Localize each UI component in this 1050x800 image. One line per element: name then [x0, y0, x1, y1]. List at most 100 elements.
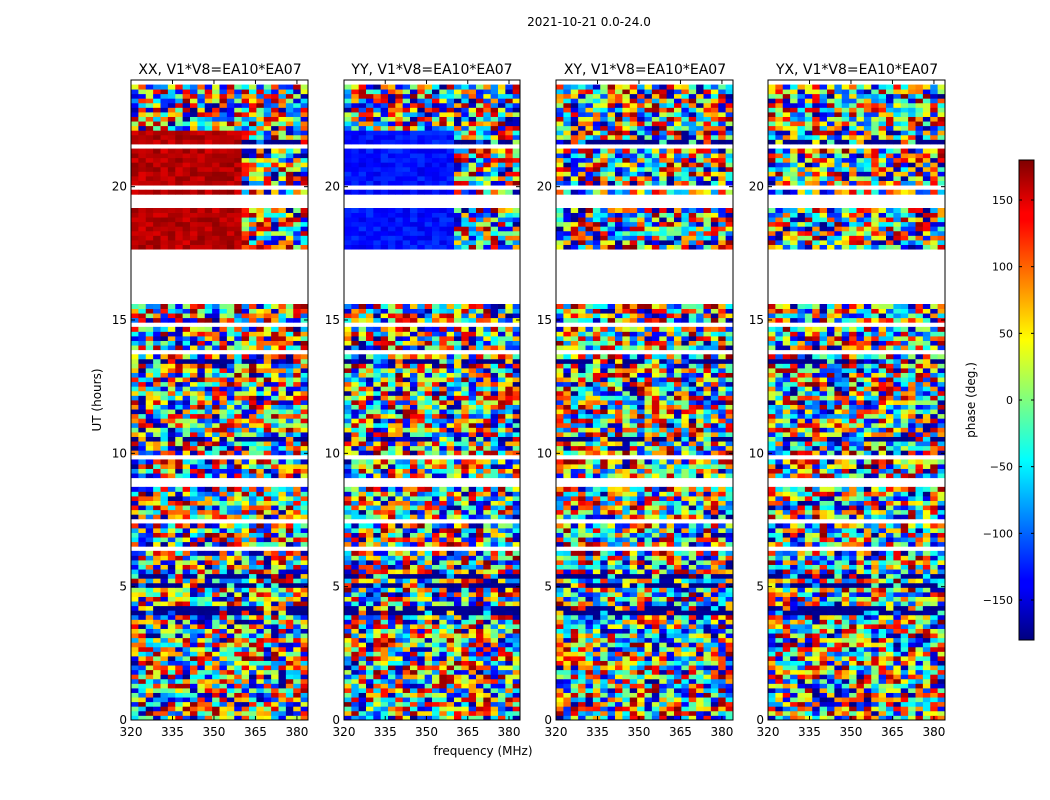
phase-cell — [204, 464, 213, 469]
phase-cell — [219, 564, 228, 570]
phase-cell — [344, 537, 352, 543]
phase-cell — [167, 514, 176, 520]
phase-cell — [153, 445, 161, 451]
phase-cell — [498, 528, 506, 533]
phase-cell — [439, 345, 448, 351]
phase-cell — [175, 445, 184, 451]
phase-cell — [263, 601, 272, 607]
phase-cell — [366, 308, 374, 314]
phase-cell — [145, 569, 154, 575]
phase-cell — [410, 377, 418, 383]
panel-title: XX, V1*V8=EA10*EA07 — [138, 62, 301, 78]
phase-cell — [490, 706, 499, 712]
phase-cell — [131, 217, 139, 223]
phase-cell — [373, 669, 382, 675]
phase-cell — [351, 541, 360, 547]
phase-cell — [424, 436, 433, 442]
phase-cell — [160, 578, 169, 584]
phase-cell — [249, 89, 257, 95]
phase-cell — [300, 112, 309, 117]
phase-cell — [293, 505, 302, 511]
phase-cell — [204, 413, 213, 419]
phase-cell — [263, 665, 272, 671]
phase-cell — [271, 84, 279, 90]
phase-cell — [468, 592, 477, 597]
phase-cell — [249, 491, 257, 497]
phase-cell — [395, 445, 404, 451]
phase-cell — [263, 107, 272, 113]
phase-cell — [395, 523, 404, 529]
phase-cell — [293, 550, 302, 556]
phase-cell — [278, 212, 287, 218]
phase-cell — [380, 418, 389, 424]
phase-cell — [358, 427, 367, 433]
phase-cell — [446, 678, 455, 684]
phase-cell — [454, 473, 462, 479]
phase-cell — [498, 377, 506, 383]
phase-cell — [263, 436, 272, 442]
phase-cell — [249, 436, 257, 442]
phase-cell — [204, 308, 213, 314]
phase-cell — [175, 340, 184, 346]
phase-cell — [249, 326, 257, 332]
phase-cell — [461, 432, 470, 437]
phase-cell — [219, 578, 228, 584]
phase-cell — [439, 560, 448, 565]
phase-cell — [212, 715, 220, 721]
phase-cell — [182, 496, 191, 501]
phase-cell — [417, 573, 426, 579]
phase-cell — [131, 221, 139, 227]
phase-cell — [395, 217, 404, 223]
phase-cell — [256, 112, 265, 117]
phase-cell — [380, 336, 389, 341]
phase-cell — [234, 217, 243, 223]
phase-cell — [145, 441, 154, 447]
phase-cell — [468, 587, 477, 593]
phase-cell — [476, 628, 484, 634]
phase-cell — [454, 665, 462, 671]
phase-cell — [219, 130, 228, 136]
phase-cell — [190, 377, 198, 383]
phase-cell — [271, 409, 279, 415]
phase-cell — [145, 153, 154, 159]
phase-cell — [402, 217, 411, 223]
phase-cell — [417, 464, 426, 469]
phase-cell — [249, 98, 257, 104]
phase-cell — [256, 166, 265, 172]
phase-cell — [395, 528, 404, 533]
phase-cell — [175, 514, 184, 520]
phase-cell — [417, 486, 426, 492]
phase-cell — [212, 637, 220, 643]
phase-cell — [424, 646, 433, 652]
phase-cell — [468, 560, 477, 565]
phase-cell — [226, 317, 235, 323]
phase-cell — [505, 230, 514, 236]
phase-cell — [505, 422, 514, 428]
phase-cell — [402, 226, 411, 232]
phase-cell — [241, 514, 250, 520]
phase-cell — [219, 235, 228, 241]
phase-cell — [439, 358, 448, 364]
phase-cell — [446, 304, 455, 309]
phase-cell — [145, 564, 154, 570]
phase-cell — [219, 336, 228, 341]
phase-cell — [293, 368, 302, 373]
phase-cell — [160, 230, 169, 236]
phase-cell — [402, 400, 411, 405]
phase-cell — [300, 710, 309, 716]
phase-cell — [476, 706, 484, 712]
phase-cell — [454, 715, 462, 721]
phase-cell — [131, 340, 139, 346]
phase-cell — [167, 326, 176, 332]
phase-cell — [249, 464, 257, 469]
phase-cell — [505, 528, 514, 533]
phase-cell — [219, 596, 228, 602]
phase-cell — [395, 372, 404, 378]
phase-cell — [271, 486, 279, 492]
phase-cell — [197, 678, 206, 684]
phase-cell — [226, 505, 235, 511]
phase-cell — [145, 496, 154, 501]
phase-cell — [424, 441, 433, 447]
phase-cell — [256, 345, 265, 351]
phase-cell — [175, 121, 184, 127]
